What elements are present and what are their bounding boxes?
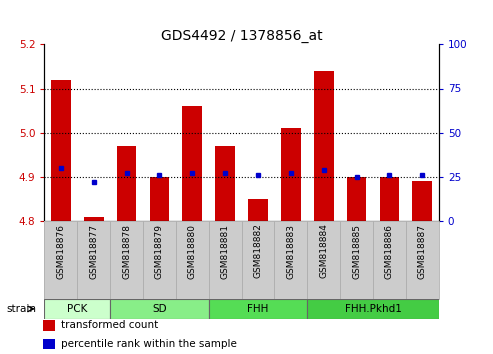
Text: GSM818877: GSM818877 (89, 224, 98, 279)
Bar (44, 299, 110, 319)
Bar (110, 221, 143, 299)
Bar (44, 221, 77, 299)
Bar (51, 80, 70, 221)
Bar (314, 71, 334, 221)
Text: GSM818884: GSM818884 (319, 224, 328, 279)
Bar (149, 177, 169, 221)
Title: GDS4492 / 1378856_at: GDS4492 / 1378856_at (161, 29, 322, 43)
Text: SD: SD (152, 304, 167, 314)
Text: FHH.Pkhd1: FHH.Pkhd1 (345, 304, 401, 314)
Bar (209, 221, 242, 299)
Bar (209, 299, 307, 319)
Bar (275, 221, 307, 299)
Bar (380, 177, 399, 221)
Text: FHH: FHH (247, 304, 269, 314)
Bar (143, 221, 176, 299)
Bar (42, 339, 55, 349)
Text: GSM818879: GSM818879 (155, 224, 164, 279)
Text: GSM818881: GSM818881 (221, 224, 230, 279)
Text: GSM818883: GSM818883 (286, 224, 295, 279)
Bar (307, 221, 340, 299)
Bar (248, 199, 268, 221)
Bar (347, 177, 366, 221)
Text: transformed count: transformed count (61, 320, 158, 330)
Text: GSM818886: GSM818886 (385, 224, 394, 279)
Text: GSM818885: GSM818885 (352, 224, 361, 279)
Bar (77, 221, 110, 299)
Bar (176, 221, 209, 299)
Text: PCK: PCK (67, 304, 87, 314)
Text: GSM818887: GSM818887 (418, 224, 427, 279)
Bar (42, 320, 55, 331)
Bar (406, 221, 439, 299)
Text: GSM818882: GSM818882 (253, 224, 262, 279)
Text: GSM818878: GSM818878 (122, 224, 131, 279)
Text: strain: strain (6, 304, 36, 314)
Bar (373, 221, 406, 299)
Bar (117, 146, 137, 221)
Bar (84, 217, 104, 221)
Bar (413, 182, 432, 221)
Text: percentile rank within the sample: percentile rank within the sample (61, 339, 237, 349)
Bar (215, 146, 235, 221)
Text: GSM818880: GSM818880 (188, 224, 197, 279)
Text: GSM818876: GSM818876 (56, 224, 65, 279)
Bar (281, 129, 301, 221)
Bar (182, 106, 202, 221)
Bar (110, 299, 209, 319)
Bar (340, 221, 373, 299)
Bar (307, 299, 439, 319)
Bar (242, 221, 275, 299)
